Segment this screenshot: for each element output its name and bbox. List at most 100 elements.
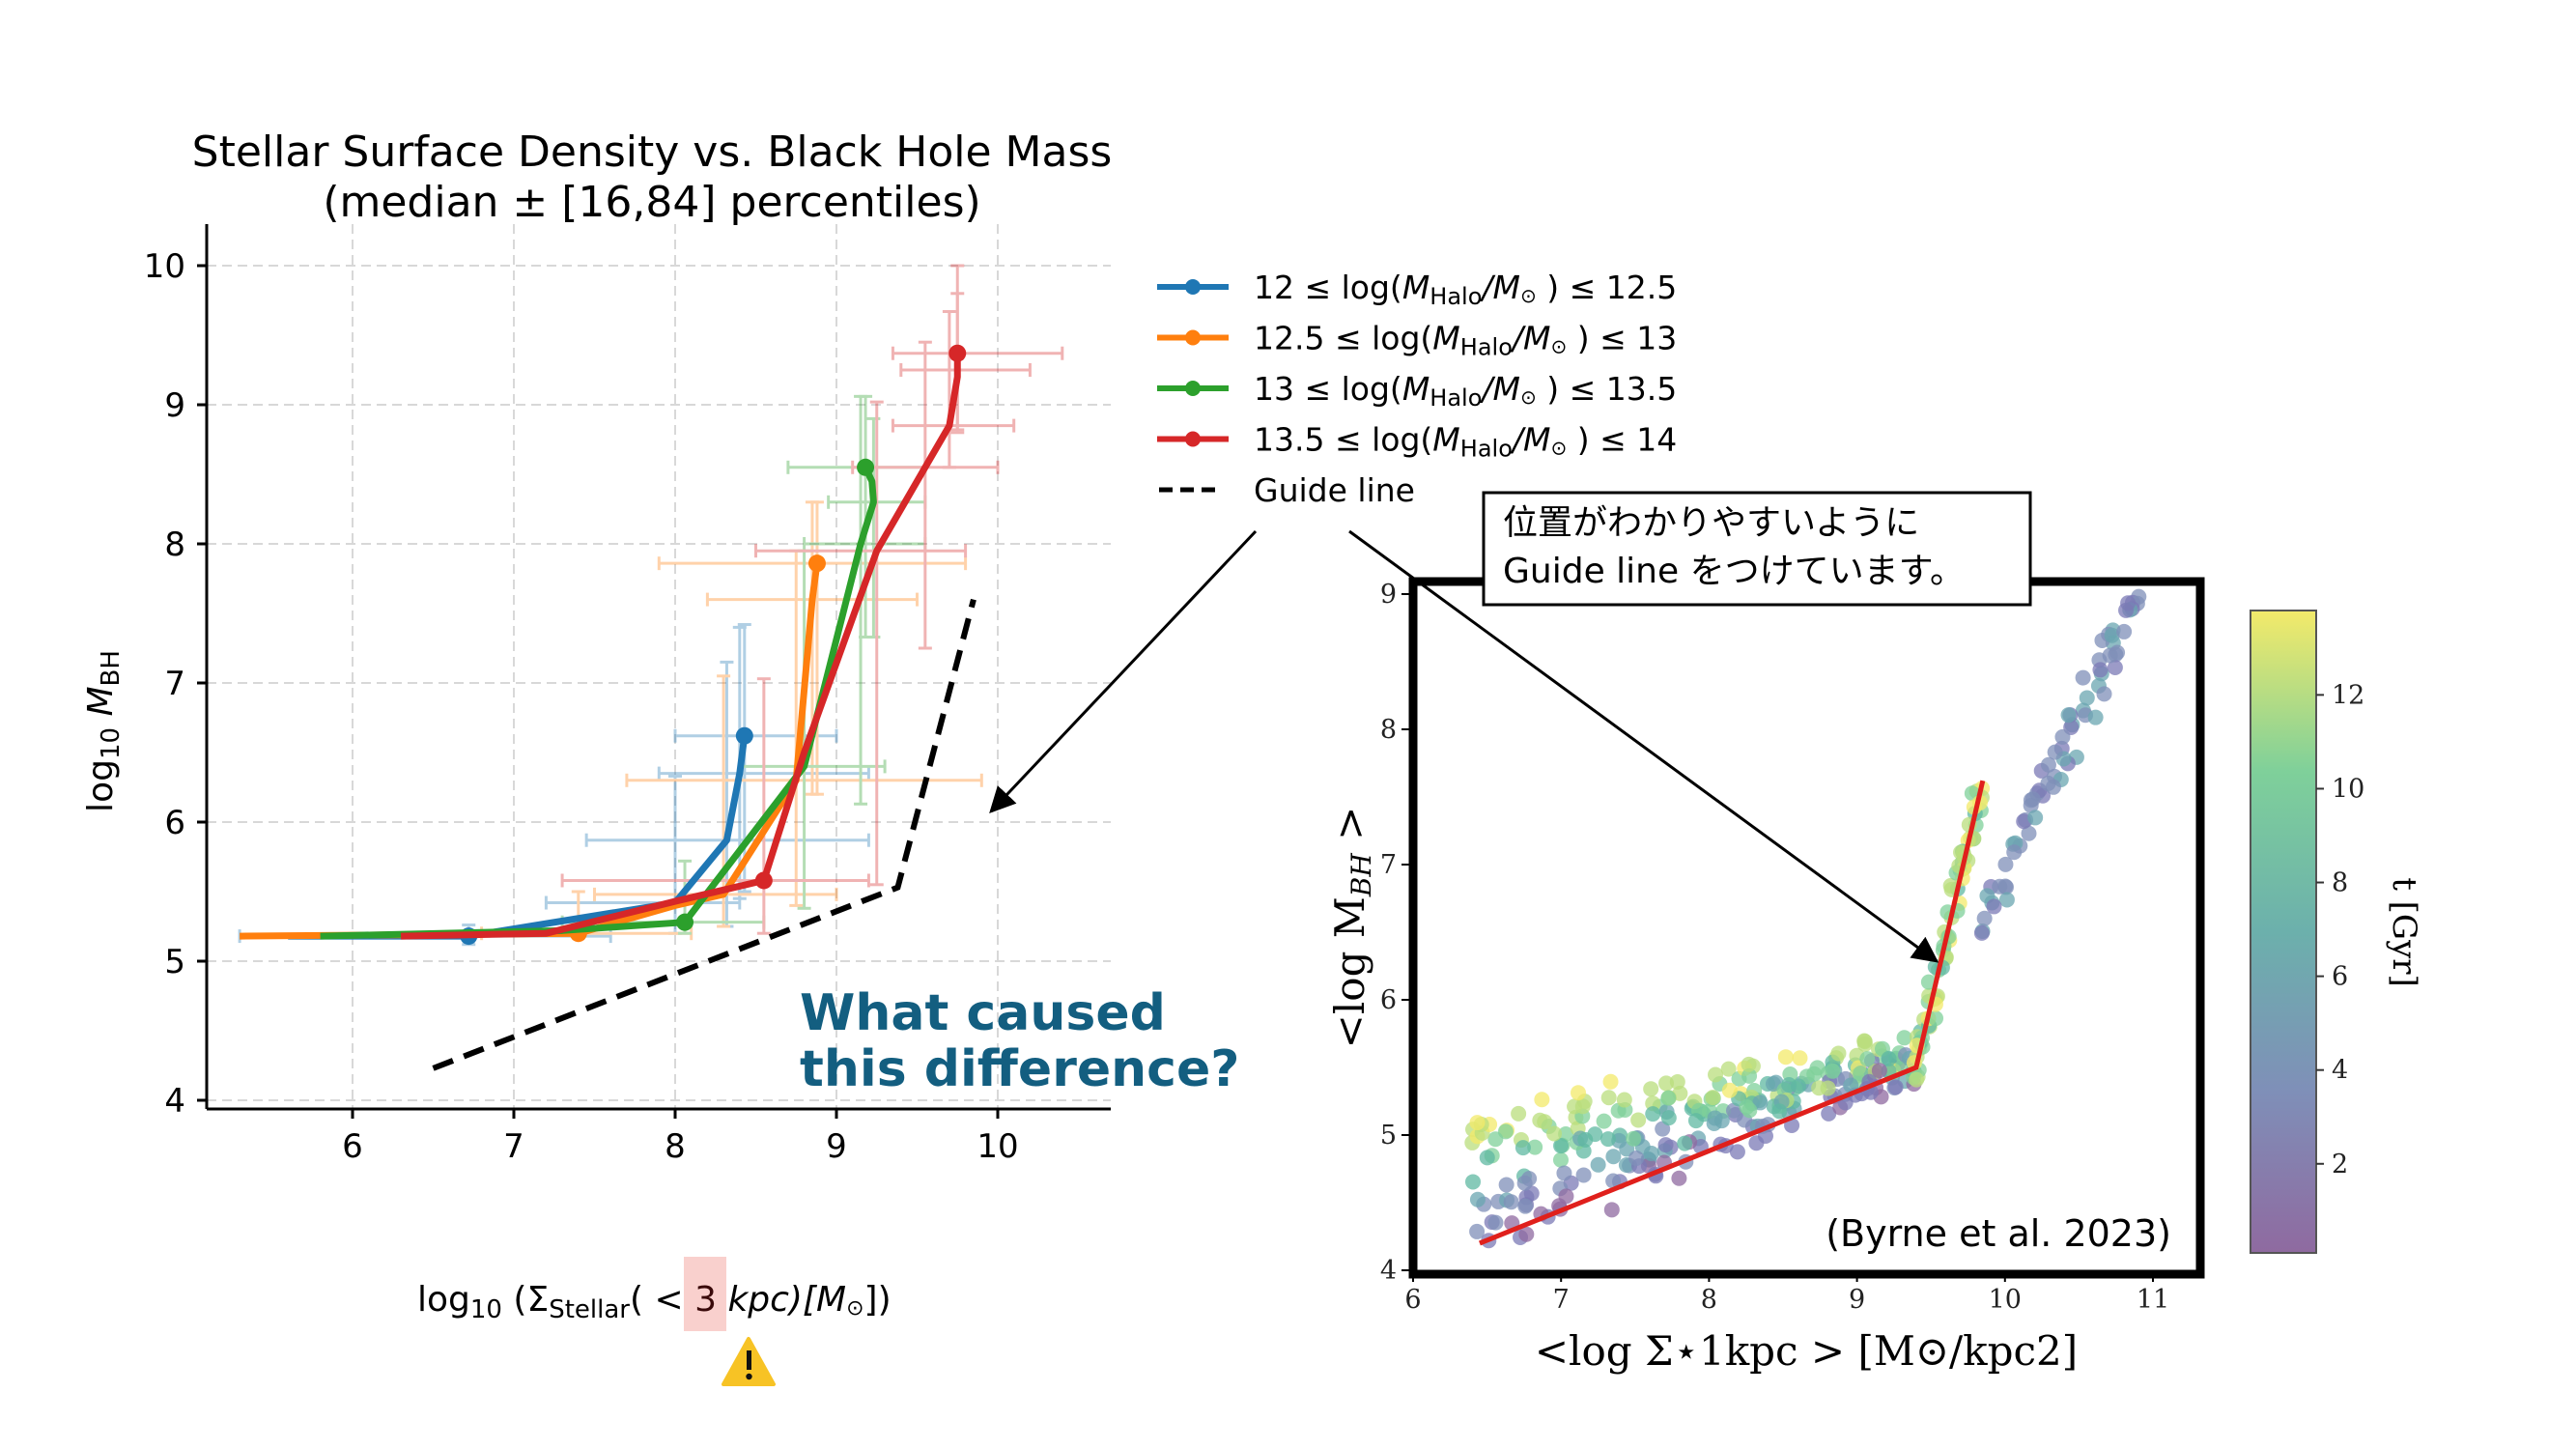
left-chart: Stellar Surface Density vs. Black Hole M… (81, 128, 1239, 1386)
annotation-callout: 位置がわかりやすいように Guide line をつけています。 (989, 491, 2032, 963)
legend-label: 12 ≤ log(MHalo/M⊙ ) ≤ 12.5 (1254, 269, 1677, 310)
legend-halo: Halo (1430, 384, 1482, 412)
scatter-point (1465, 1174, 1482, 1190)
legend-swatch-marker (1185, 279, 1201, 295)
legend-post: ) ≤ 13 (1567, 320, 1677, 357)
legend-swatch-marker (1185, 431, 1201, 447)
scatter-point (1856, 1034, 1873, 1050)
scatter-point (1792, 1050, 1808, 1066)
colorbar-tick-label: 12 (2332, 680, 2364, 710)
x-tick-label: 8 (665, 1127, 686, 1166)
scatter-point (1605, 1173, 1622, 1189)
x-tick-label: 9 (1849, 1285, 1865, 1315)
error-bar (891, 264, 1064, 435)
scatter-point (2092, 662, 2109, 678)
scatter-point (1487, 1214, 1504, 1231)
y-axis-label: log10 MBH (81, 650, 126, 812)
y-tick-label: 9 (164, 386, 185, 425)
legend-label: Guide line (1254, 471, 1415, 509)
x-tick-label: 11 (2137, 1285, 2169, 1315)
colorbar-tick-label: 6 (2332, 962, 2348, 992)
y-tick-label: 4 (1380, 1256, 1397, 1286)
scatter-point (1992, 878, 2008, 895)
series-line (320, 466, 877, 940)
x-axis-label: <log Σ⋆1kpc > [M⊙/kpc2] (1535, 1327, 2078, 1375)
y-tick-label: 4 (164, 1082, 185, 1121)
scatter-point (1671, 1170, 1687, 1186)
legend-pre: 12.5 ≤ log( (1254, 320, 1432, 357)
colorbar (2250, 610, 2317, 1254)
scatter-point (1503, 1194, 1519, 1210)
scatter-point (1556, 1165, 1572, 1181)
scatter-point (2102, 647, 2118, 664)
grid (207, 224, 1111, 1109)
scatter-point (1887, 1079, 1904, 1095)
legend-item: 12 ≤ log(MHalo/M⊙ ) ≤ 12.5 (1157, 269, 1677, 310)
legend-label: 13 ≤ log(MHalo/M⊙ ) ≤ 13.5 (1254, 370, 1677, 412)
y-tick-label: 10 (144, 247, 185, 286)
scatter-point (1825, 1063, 1841, 1079)
scatter-point (1976, 910, 1993, 926)
scatter-point (1518, 1226, 1535, 1242)
legend-m: M (1432, 320, 1459, 357)
scatter-point (1600, 1090, 1617, 1106)
scatter-point (1605, 1149, 1622, 1165)
x-tick-label: 10 (1989, 1285, 2022, 1315)
scatter-point (1729, 1144, 1745, 1160)
scatter-point (1514, 1140, 1531, 1156)
scatter-point (1657, 1137, 1674, 1153)
scatter-point (2087, 709, 2104, 725)
error-bar (738, 549, 887, 910)
legend-m: /M (1510, 320, 1551, 357)
scatter-point (1660, 1110, 1677, 1126)
scatter-point (2006, 844, 2023, 861)
scatter-point (1546, 1125, 1563, 1142)
colorbar-tick-label: 2 (2332, 1150, 2348, 1179)
scatter-point (2120, 595, 2137, 611)
scatter-point (1881, 1050, 1897, 1066)
plot-frame (1408, 577, 2205, 1279)
legend-post: ) ≤ 14 (1567, 421, 1677, 459)
scatter-point (1590, 1156, 1606, 1173)
scatter-point (1571, 1085, 1587, 1101)
scatter-point (1645, 1106, 1661, 1122)
scatter-point (1497, 1123, 1514, 1140)
scatter-point (1552, 1151, 1569, 1168)
annotation-text: 位置がわかりやすいように Guide line をつけています。 (1503, 503, 1965, 591)
scatter-point (1997, 856, 2014, 872)
legend-item: 12.5 ≤ log(MHalo/M⊙ ) ≤ 13 (1157, 320, 1677, 361)
scatter-point (1843, 1077, 1859, 1094)
legend-sun: ⊙ (1520, 284, 1537, 307)
scatter-point (1672, 1085, 1688, 1101)
chart-title: Stellar Surface Density vs. Black Hole M… (192, 128, 1113, 177)
scatter-point (1469, 1115, 1486, 1131)
series-marker (807, 554, 826, 573)
scatter-point (1537, 1114, 1553, 1130)
scatter-point (1558, 1188, 1574, 1205)
series-marker (948, 344, 967, 362)
scatter-point (1626, 1130, 1642, 1147)
scatter-point (1643, 1081, 1659, 1097)
scatter-point (1920, 974, 1937, 990)
scatter-point (1721, 1082, 1738, 1098)
scatter-point (2040, 756, 2056, 773)
scatter-point (2024, 791, 2041, 808)
scatter-point (1553, 1138, 1570, 1154)
scatter-point (1741, 1067, 1758, 1084)
scatter-point (1527, 1139, 1543, 1155)
y-tick-label: 5 (164, 943, 185, 981)
legend-m: M (1432, 421, 1459, 459)
scatter-point (1830, 1045, 1847, 1062)
scatter-point (2060, 707, 2077, 724)
scatter-point (1479, 1150, 1495, 1166)
scatter-point (1707, 1110, 1723, 1126)
scatter-point (2075, 669, 2091, 686)
scatter-point (1986, 898, 2002, 915)
scatter-point (1534, 1092, 1550, 1108)
scatter-point (1859, 1051, 1876, 1067)
legend-m: M (1402, 269, 1430, 306)
error-bars (238, 264, 1064, 947)
series-line (240, 562, 821, 940)
scatter-point (2027, 810, 2044, 826)
scatter-point (1616, 1092, 1632, 1108)
